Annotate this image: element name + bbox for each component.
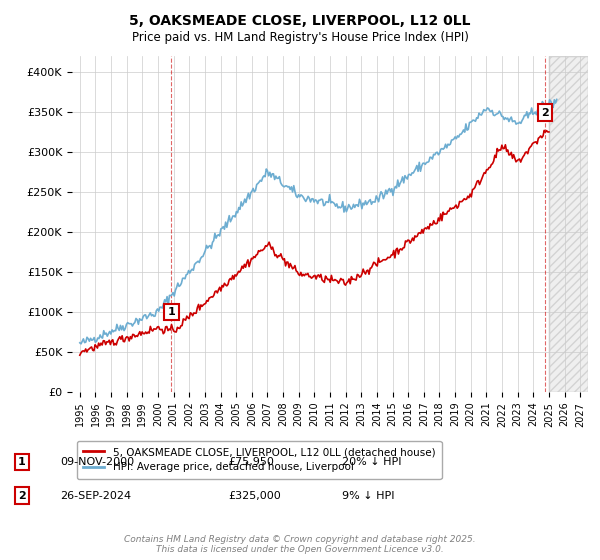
Text: 5, OAKSMEADE CLOSE, LIVERPOOL, L12 0LL: 5, OAKSMEADE CLOSE, LIVERPOOL, L12 0LL	[129, 14, 471, 28]
Text: 20% ↓ HPI: 20% ↓ HPI	[342, 457, 401, 467]
Bar	[549, 56, 588, 392]
Text: £75,950: £75,950	[228, 457, 274, 467]
Text: 2: 2	[18, 491, 26, 501]
Text: Contains HM Land Registry data © Crown copyright and database right 2025.
This d: Contains HM Land Registry data © Crown c…	[124, 535, 476, 554]
Text: Price paid vs. HM Land Registry's House Price Index (HPI): Price paid vs. HM Land Registry's House …	[131, 31, 469, 44]
Text: 1: 1	[18, 457, 26, 467]
Text: 09-NOV-2000: 09-NOV-2000	[60, 457, 134, 467]
Text: 26-SEP-2024: 26-SEP-2024	[60, 491, 131, 501]
Legend: 5, OAKSMEADE CLOSE, LIVERPOOL, L12 0LL (detached house), HPI: Average price, det: 5, OAKSMEADE CLOSE, LIVERPOOL, L12 0LL (…	[77, 441, 442, 479]
Text: 9% ↓ HPI: 9% ↓ HPI	[342, 491, 395, 501]
Text: 2: 2	[541, 108, 549, 118]
Text: £325,000: £325,000	[228, 491, 281, 501]
Text: 1: 1	[167, 307, 175, 317]
Bar	[549, 56, 588, 392]
